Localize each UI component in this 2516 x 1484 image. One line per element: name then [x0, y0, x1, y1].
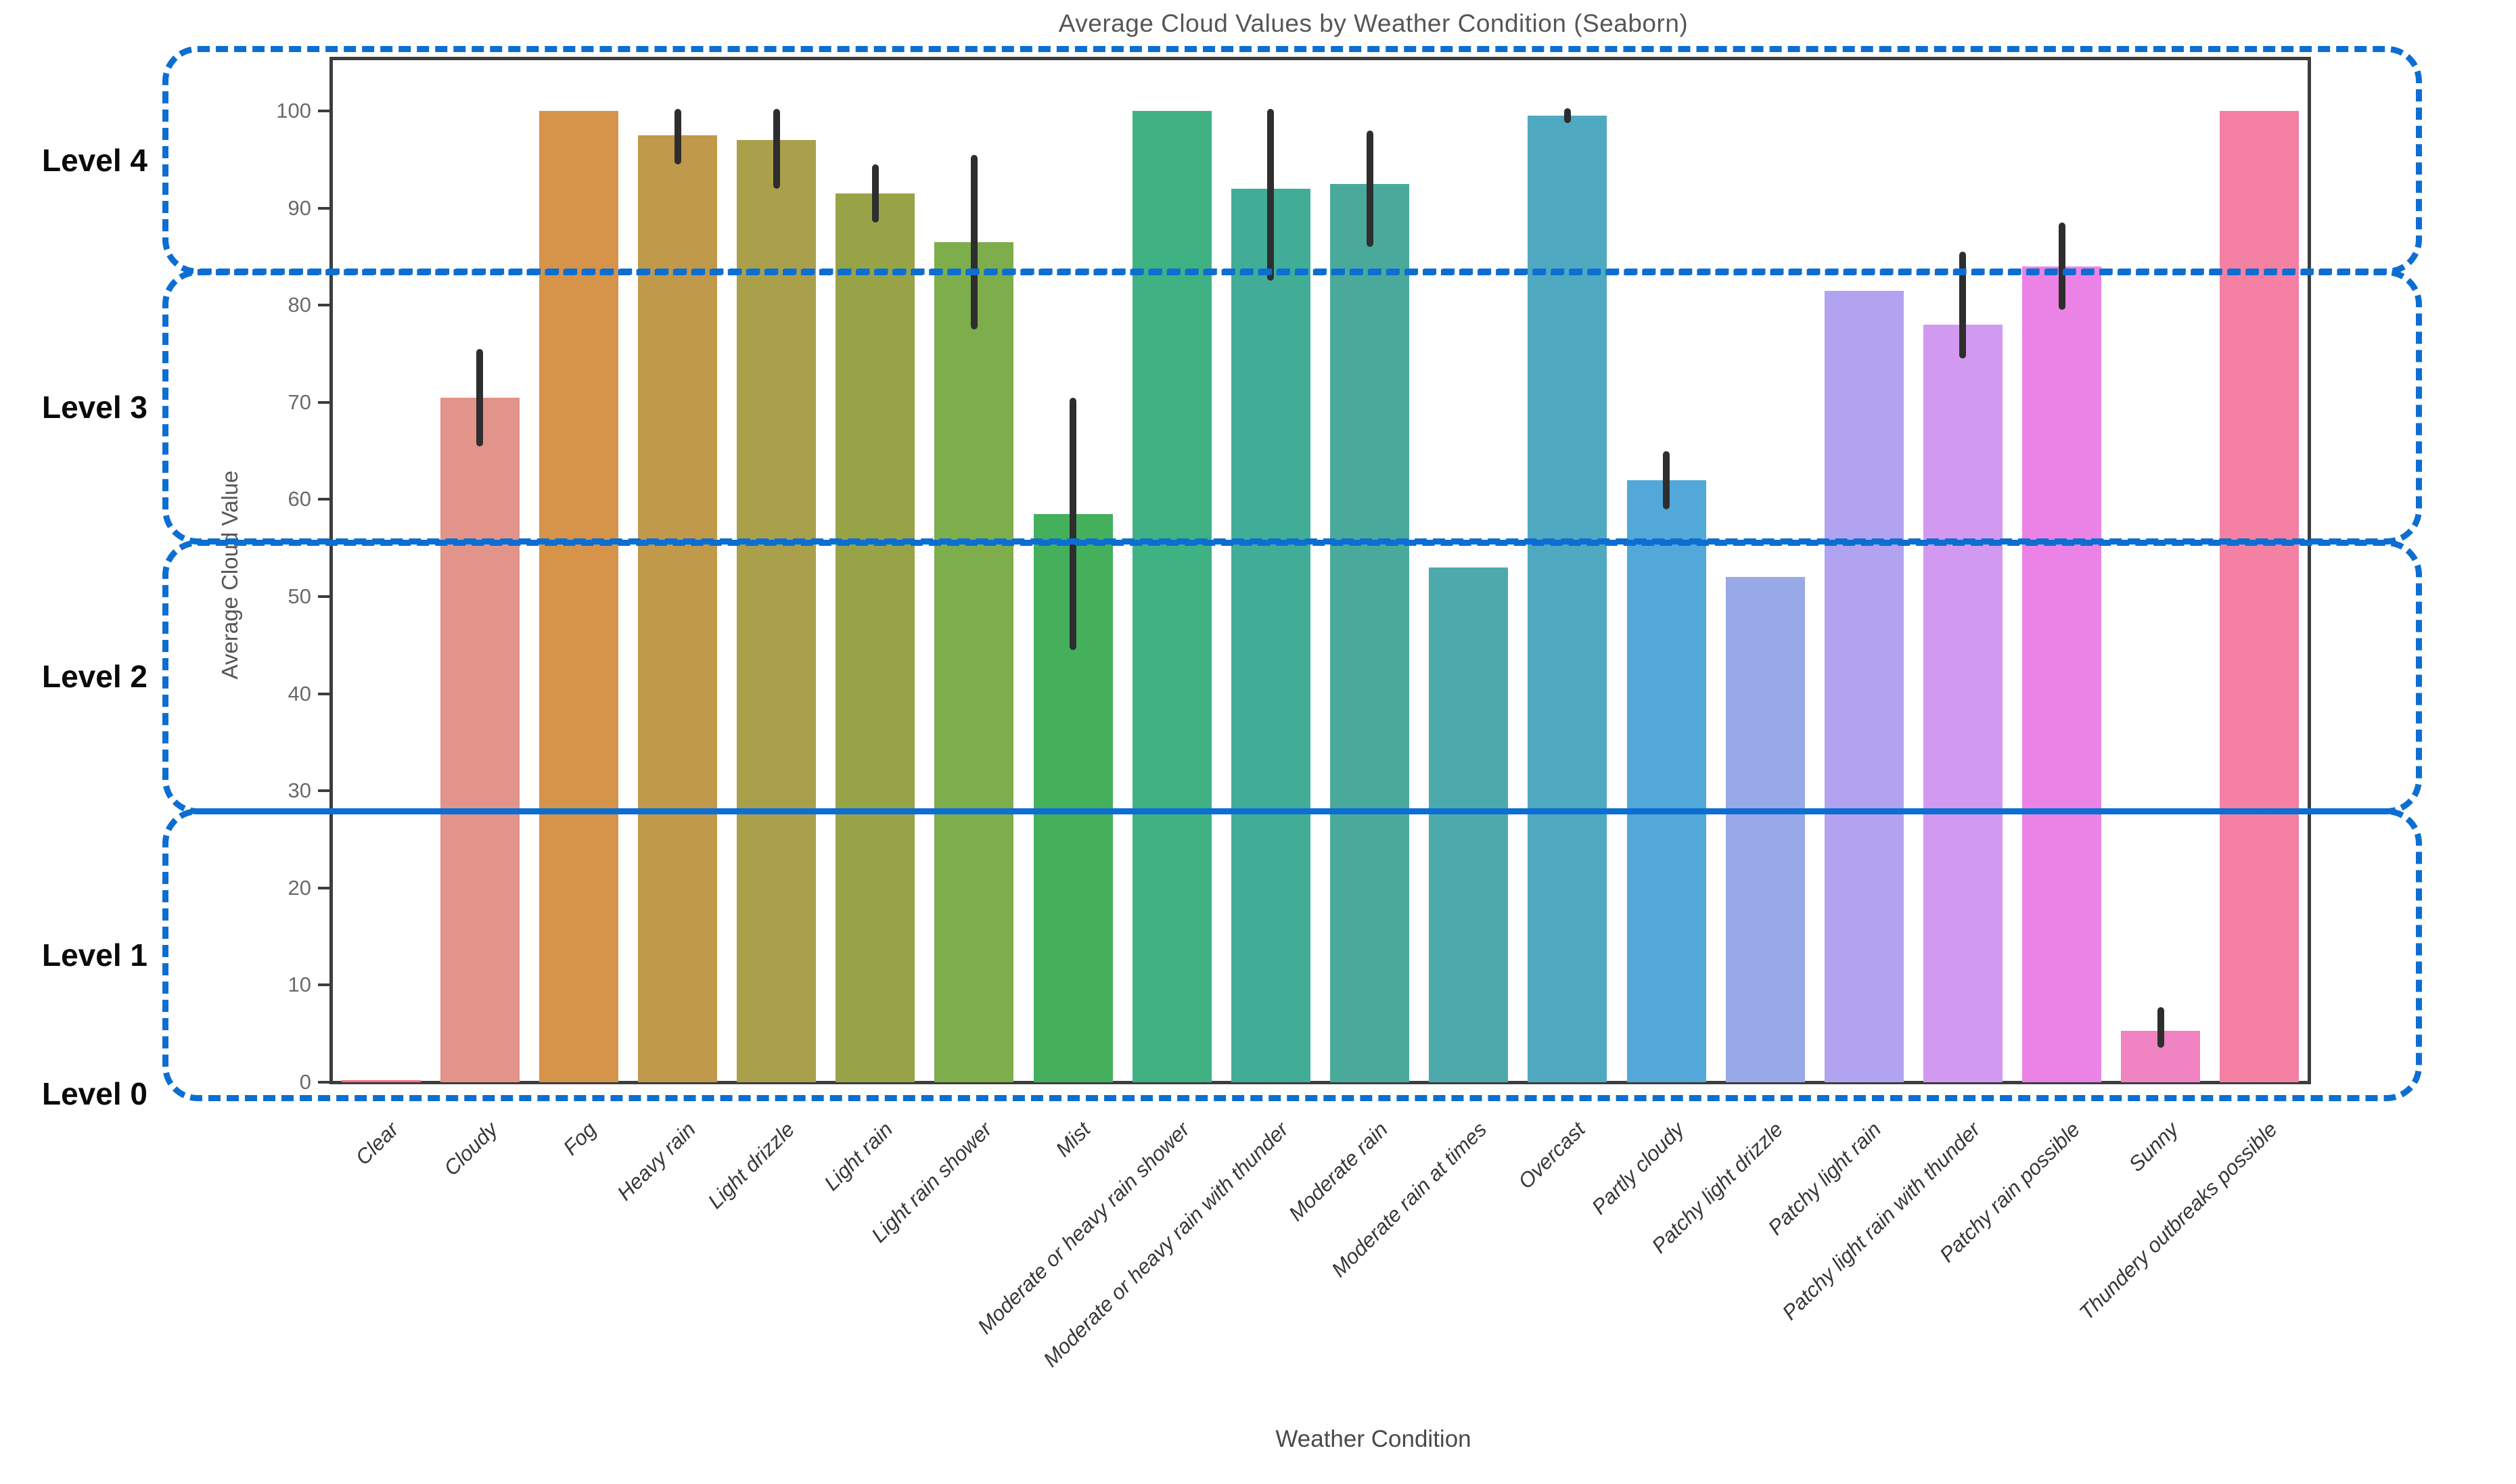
chart-title: Average Cloud Values by Weather Conditio… — [1058, 9, 1689, 37]
level-label: Level 0 — [42, 1076, 147, 1111]
error-bar — [2059, 223, 2065, 310]
y-tick-mark — [318, 886, 330, 889]
error-bar — [971, 155, 978, 329]
error-bar — [872, 164, 879, 223]
bar — [2220, 111, 2299, 1082]
x-tick-label: Light drizzle — [703, 1117, 799, 1213]
y-tick-label: 0 — [299, 1070, 311, 1094]
bar — [1231, 189, 1310, 1082]
bar — [836, 193, 915, 1082]
level-label: Level 4 — [42, 143, 147, 178]
x-tick-label: Clear — [350, 1117, 403, 1170]
bar — [1627, 480, 1706, 1082]
x-tick-label: Partly cloudy — [1586, 1117, 1689, 1220]
bar — [1825, 291, 1904, 1082]
error-bar — [1267, 109, 1274, 281]
error-bar — [1663, 451, 1670, 509]
x-tick-label: Fog — [558, 1117, 601, 1160]
y-tick-label: 100 — [276, 99, 311, 122]
bar — [934, 242, 1013, 1082]
error-bar — [773, 109, 780, 189]
x-axis-label: Weather Condition — [1275, 1426, 1471, 1452]
x-tick-label: Heavy rain — [612, 1117, 700, 1205]
bar — [1923, 325, 2003, 1082]
bar — [737, 140, 816, 1082]
level-label: Level 2 — [42, 659, 147, 694]
y-tick-mark — [318, 595, 330, 598]
error-bar — [476, 349, 483, 446]
x-tick-label: Cloudy — [438, 1117, 502, 1180]
y-tick-label: 30 — [288, 779, 311, 803]
bar — [2022, 266, 2101, 1082]
error-bar — [1959, 252, 1966, 358]
y-tick-mark — [318, 692, 330, 695]
y-tick-label: 70 — [288, 390, 311, 414]
x-tick-label: Thundery outbreaks possible — [2074, 1117, 2282, 1325]
bar — [1330, 184, 1409, 1082]
bar — [638, 135, 717, 1082]
x-tick-label: Sunny — [2124, 1117, 2183, 1176]
bar — [1726, 577, 1805, 1082]
level-label: Level 3 — [42, 390, 147, 425]
x-tick-label: Overcast — [1513, 1117, 1590, 1194]
bar — [539, 111, 618, 1082]
y-tick-label: 50 — [288, 584, 311, 608]
level-label: Level 1 — [42, 937, 147, 973]
y-tick-label: 10 — [288, 973, 311, 997]
x-tick-label: Moderate rain — [1283, 1117, 1392, 1226]
y-tick-mark — [318, 110, 330, 112]
error-bar — [1367, 131, 1373, 247]
x-tick-label: Moderate or heavy rain shower — [972, 1117, 1194, 1339]
x-tick-label: Patchy light rain with thunder — [1777, 1117, 1985, 1325]
error-bar — [2157, 1007, 2164, 1048]
bar — [342, 1080, 421, 1082]
error-bar — [1564, 108, 1571, 123]
x-tick-label: Mist — [1051, 1117, 1095, 1161]
y-tick-label: 40 — [288, 681, 311, 705]
y-tick-label: 20 — [288, 875, 311, 900]
y-tick-mark — [318, 304, 330, 307]
x-tick-label: Light rain — [819, 1117, 898, 1195]
bar — [1133, 111, 1212, 1082]
plot-area — [329, 57, 2311, 1084]
y-tick-label: 80 — [288, 293, 311, 317]
y-tick-mark — [318, 206, 330, 210]
error-bar — [1070, 398, 1076, 650]
y-tick-mark — [318, 400, 330, 404]
bar — [440, 398, 520, 1082]
y-tick-mark — [318, 498, 330, 501]
y-tick-mark — [318, 789, 330, 793]
y-tick-label: 90 — [288, 195, 311, 220]
bar — [1528, 116, 1607, 1082]
y-tick-label: 60 — [288, 487, 311, 511]
bar — [1429, 567, 1508, 1082]
y-tick-mark — [318, 983, 330, 987]
y-tick-mark — [318, 1081, 330, 1084]
error-bar — [674, 109, 681, 164]
